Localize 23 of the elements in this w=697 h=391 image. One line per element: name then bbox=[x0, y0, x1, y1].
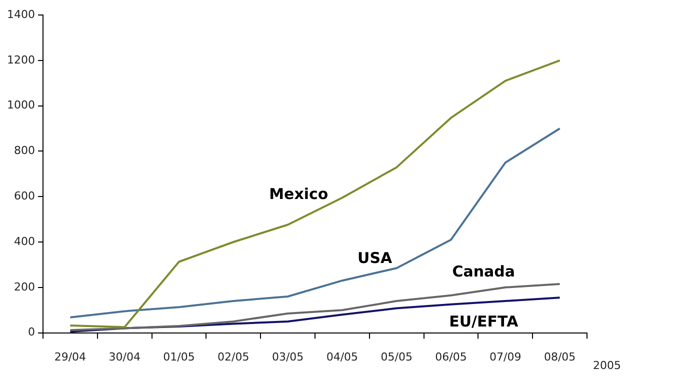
y-tick-label: 600 bbox=[14, 189, 35, 202]
x-tick-label: 07/09 bbox=[490, 350, 522, 364]
x-tick-label: 30/04 bbox=[108, 350, 140, 364]
x-axis-title: 2005 bbox=[593, 358, 621, 372]
y-tick-label: 400 bbox=[14, 234, 35, 248]
x-tick-label: 06/05 bbox=[435, 350, 467, 364]
y-tick-label: 1200 bbox=[6, 53, 35, 66]
x-tick-label: 05/05 bbox=[380, 350, 412, 364]
y-tick-label: 0 bbox=[28, 326, 35, 339]
x-tick-label: 29/04 bbox=[54, 350, 86, 364]
series-label: USA bbox=[358, 248, 393, 267]
x-tick-label: 01/05 bbox=[163, 350, 195, 364]
x-tick-label: 03/05 bbox=[272, 350, 304, 364]
y-tick-label: 200 bbox=[14, 280, 35, 294]
y-tick-label: 1000 bbox=[6, 98, 35, 112]
series-label: EU/EFTA bbox=[449, 312, 519, 330]
x-tick-label: 08/05 bbox=[544, 350, 576, 364]
x-tick-label: 04/05 bbox=[326, 350, 358, 364]
series-label: Canada bbox=[452, 262, 516, 280]
y-tick-label: 1400 bbox=[6, 8, 35, 21]
y-tick-label: 800 bbox=[14, 144, 35, 158]
x-tick-label: 02/05 bbox=[218, 350, 250, 364]
series-label: Mexico bbox=[269, 185, 328, 204]
